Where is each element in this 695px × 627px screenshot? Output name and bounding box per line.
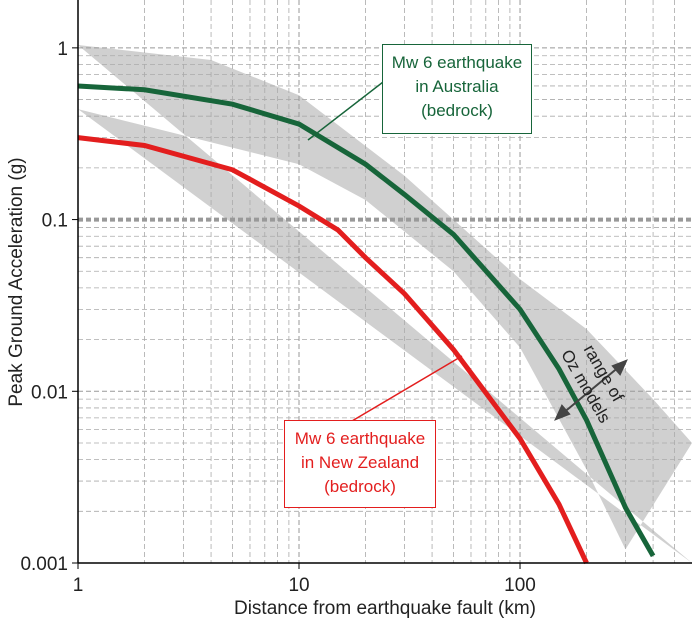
x-axis-label: Distance from earthquake fault (km) [234,598,536,619]
range-arrow [554,359,628,421]
legend-australia: Mw 6 earthquake in Australia (bedrock) [382,44,532,134]
connector [307,81,384,141]
x-tick-label: 10 [288,575,309,596]
y-tick-label: 0.01 [31,382,68,403]
x-tick-label: 100 [504,575,536,596]
legend-new-zealand: Mw 6 earthquake in New Zealand (bedrock) [284,420,436,508]
series-line [77,83,656,558]
y-tick-label: 0.001 [20,554,68,575]
series-line [77,135,589,565]
connector [351,355,463,422]
y-axis-label: Peak Ground Acceleration (g) [6,157,27,406]
model-range-band [78,44,692,563]
y-tick-label: 1 [57,39,68,60]
x-tick-label: 1 [73,575,84,596]
y-tick-label: 0.1 [42,211,68,232]
